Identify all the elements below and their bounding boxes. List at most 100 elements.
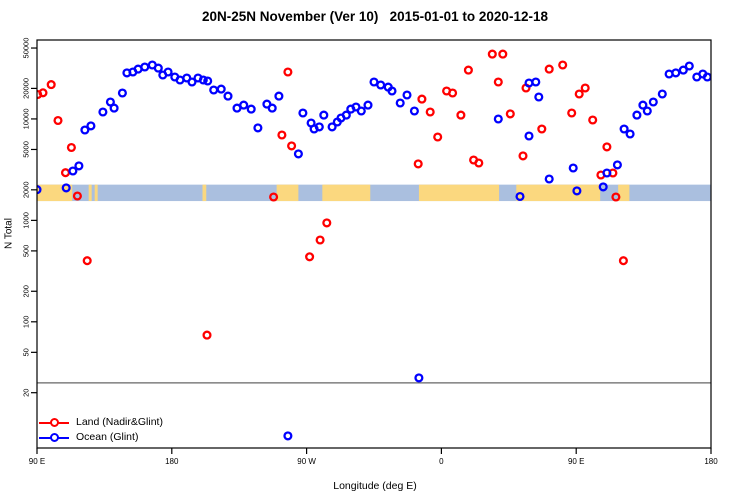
data-point bbox=[625, 129, 635, 139]
map-strip-land bbox=[516, 184, 601, 202]
data-point bbox=[187, 77, 197, 87]
data-point bbox=[202, 330, 212, 340]
y-tick-label: 20 bbox=[22, 389, 31, 397]
legend-item-land: Land (Nadir&Glint) bbox=[39, 415, 163, 430]
data-point bbox=[341, 110, 351, 120]
data-point bbox=[80, 125, 90, 135]
data-point bbox=[671, 68, 681, 78]
data-point bbox=[46, 80, 56, 90]
data-point bbox=[638, 100, 648, 110]
plot-border bbox=[36, 39, 712, 449]
data-point bbox=[580, 83, 590, 93]
data-point bbox=[246, 104, 256, 114]
data-point bbox=[463, 65, 473, 75]
data-point bbox=[648, 97, 658, 107]
data-point bbox=[632, 110, 642, 120]
ocean-series-marker-icon bbox=[39, 432, 69, 443]
data-point bbox=[98, 107, 108, 117]
data-point bbox=[537, 124, 547, 134]
map-strip-land bbox=[322, 184, 371, 202]
map-strip-land bbox=[276, 184, 299, 202]
land-circle-icon bbox=[49, 417, 59, 427]
legend-item-ocean: Ocean (Glint) bbox=[39, 430, 163, 445]
data-point bbox=[314, 122, 324, 132]
x-tick-label: 180 bbox=[165, 457, 179, 466]
data-point bbox=[572, 186, 582, 196]
x-axis-title: Longitude (deg E) bbox=[333, 480, 417, 492]
data-point bbox=[493, 114, 503, 124]
data-point bbox=[493, 77, 503, 87]
data-point bbox=[618, 256, 628, 266]
data-point bbox=[319, 110, 329, 120]
data-point bbox=[448, 88, 458, 98]
legend: Land (Nadir&Glint) Ocean (Glint) bbox=[39, 415, 163, 445]
data-point bbox=[287, 141, 297, 151]
y-tick-label: 500 bbox=[22, 245, 31, 258]
data-point bbox=[433, 132, 443, 142]
y-tick-label: 50 bbox=[22, 348, 31, 356]
x-tick-label: 90 E bbox=[29, 457, 45, 466]
data-point bbox=[363, 100, 373, 110]
data-point bbox=[387, 86, 397, 96]
map-strip-ocean bbox=[37, 184, 711, 202]
data-point bbox=[283, 431, 293, 441]
map-strip-land bbox=[94, 184, 98, 202]
data-point bbox=[602, 168, 612, 178]
data-point bbox=[209, 85, 219, 95]
data-point bbox=[425, 107, 435, 117]
data-point bbox=[72, 191, 82, 201]
plot-area bbox=[37, 49, 711, 441]
data-point bbox=[558, 60, 568, 70]
y-tick-label: 1000 bbox=[22, 212, 31, 229]
data-point bbox=[223, 91, 233, 101]
data-point bbox=[395, 98, 405, 108]
map-strip-land bbox=[202, 184, 207, 202]
chart-title: 20N-25N November (Ver 10) 2015-01-01 to … bbox=[202, 9, 548, 24]
ocean-circle-icon bbox=[49, 432, 59, 442]
data-point bbox=[413, 159, 423, 169]
data-point bbox=[298, 108, 308, 118]
data-point bbox=[684, 61, 694, 71]
data-point bbox=[203, 76, 213, 86]
data-point bbox=[61, 183, 71, 193]
data-point bbox=[376, 80, 386, 90]
data-point bbox=[140, 62, 150, 72]
y-tick-label: 10000 bbox=[22, 109, 31, 130]
y-tick-label: 5000 bbox=[22, 141, 31, 158]
data-point bbox=[60, 168, 71, 178]
data-point bbox=[544, 64, 554, 74]
data-point bbox=[327, 122, 337, 132]
y-tick-label: 2000 bbox=[22, 181, 31, 198]
x-tick-label: 90 W bbox=[297, 457, 316, 466]
data-point bbox=[417, 94, 427, 104]
data-point bbox=[253, 123, 263, 133]
data-point bbox=[474, 158, 484, 168]
x-tick-label: 0 bbox=[439, 457, 444, 466]
data-point bbox=[544, 174, 554, 184]
land-series bbox=[37, 49, 628, 340]
data-point bbox=[293, 149, 303, 159]
data-point bbox=[117, 88, 127, 98]
data-point bbox=[534, 92, 544, 102]
map-strip-land bbox=[37, 184, 73, 202]
data-point bbox=[456, 110, 466, 120]
y-tick-label: 200 bbox=[22, 285, 31, 298]
legend-label-land: Land (Nadir&Glint) bbox=[76, 416, 163, 428]
map-strip-land bbox=[618, 184, 630, 202]
map-strip-land bbox=[88, 184, 92, 202]
data-point bbox=[657, 89, 667, 99]
data-point bbox=[86, 121, 96, 131]
data-point bbox=[518, 151, 528, 161]
data-point bbox=[611, 192, 621, 202]
data-point bbox=[267, 103, 277, 113]
data-point bbox=[515, 191, 525, 202]
data-point bbox=[414, 373, 424, 383]
data-point bbox=[498, 49, 508, 59]
data-point bbox=[198, 75, 208, 85]
data-point bbox=[82, 256, 92, 266]
data-point bbox=[68, 166, 78, 176]
data-point bbox=[66, 142, 76, 153]
data-point bbox=[678, 65, 688, 75]
data-point bbox=[602, 142, 612, 152]
